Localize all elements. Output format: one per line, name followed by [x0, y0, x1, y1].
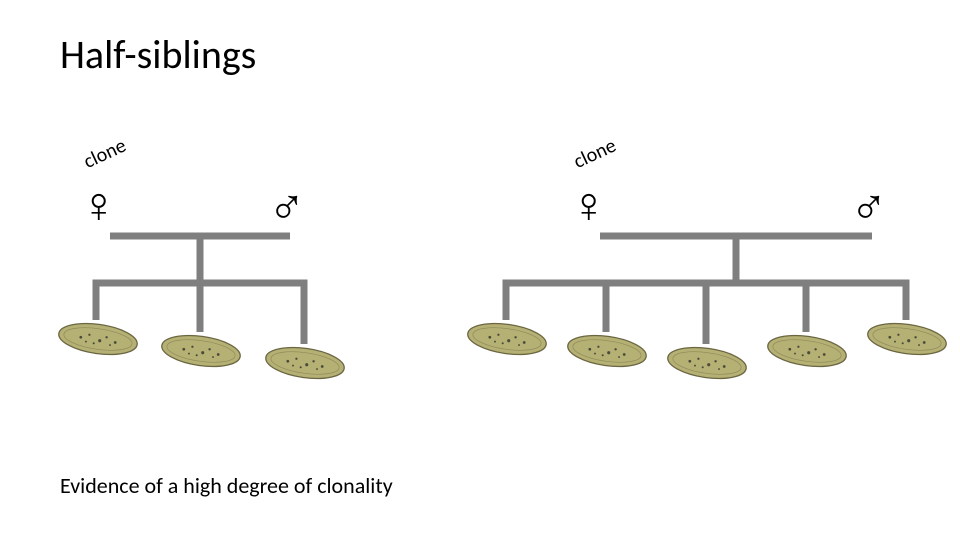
organism-icon: [864, 320, 950, 358]
slide: Half-siblings Evidence of a high degree …: [0, 0, 960, 540]
organism-icon: [464, 320, 550, 358]
organism-icon: [764, 332, 850, 370]
male-symbol: ♂: [850, 180, 888, 230]
female-symbol: ♀: [570, 180, 608, 230]
organism-icon: [55, 320, 141, 358]
organism-icon: [158, 332, 244, 370]
pedigree-lines-right: [0, 0, 960, 540]
male-symbol: ♂: [268, 180, 306, 230]
organism-icon: [262, 344, 348, 382]
organism-icon: [564, 332, 650, 370]
female-symbol: ♀: [80, 180, 118, 230]
organism-icon: [664, 344, 750, 382]
